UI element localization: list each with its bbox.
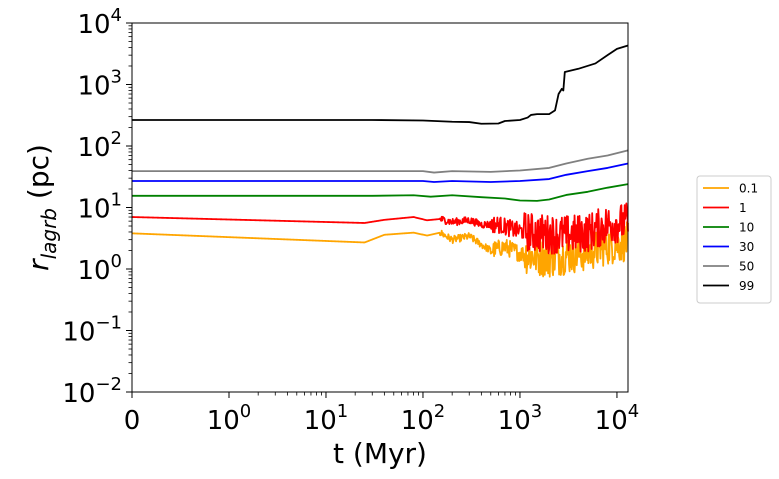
legend-label-99: 99	[739, 279, 754, 293]
y-tick-label-5: 103	[77, 67, 122, 102]
y-axis-label: rlagrb (pc)	[22, 144, 61, 271]
x-tick-label-0: 0	[124, 406, 141, 436]
x-tick-label-5: 104	[595, 401, 640, 436]
series-layer	[131, 44, 629, 278]
legend-label-1: 1	[739, 201, 747, 215]
legend-box	[696, 175, 772, 304]
series-line-0-1	[131, 221, 629, 278]
x-tick-label-4: 103	[498, 401, 543, 436]
legend-label-10: 10	[739, 221, 754, 235]
legend-label-30: 30	[739, 240, 754, 254]
ticks-layer: 0 100 101 102 103 104 10−2 10−1 100 101 102 103 104	[62, 5, 639, 436]
legend-label-0-1: 0.1	[739, 182, 758, 196]
y-tick-label-6: 104	[77, 5, 122, 40]
x-tick-label-2: 101	[304, 401, 349, 436]
y-tick-label-4: 102	[77, 128, 122, 163]
series-line-99	[132, 44, 629, 125]
x-axis-label: t (Myr)	[333, 437, 427, 470]
axes-frame	[131, 22, 629, 393]
series-line-50	[132, 149, 629, 174]
x-tick-label-3: 102	[401, 401, 446, 436]
legend-label-50: 50	[739, 260, 754, 274]
y-tick-label-3: 101	[77, 190, 122, 225]
legend: 0.1 1 10 30 50 99	[696, 175, 772, 304]
series-line-10	[132, 183, 629, 202]
series-line-1	[131, 202, 629, 255]
series-line-30	[132, 162, 629, 183]
y-tick-label-1: 10−1	[62, 313, 122, 348]
y-tick-label-0: 10−2	[62, 374, 122, 409]
y-tick-label-2: 100	[77, 251, 122, 286]
y-axis-label-text: rlagrb (pc)	[22, 144, 61, 271]
x-tick-label-1: 100	[207, 401, 252, 436]
